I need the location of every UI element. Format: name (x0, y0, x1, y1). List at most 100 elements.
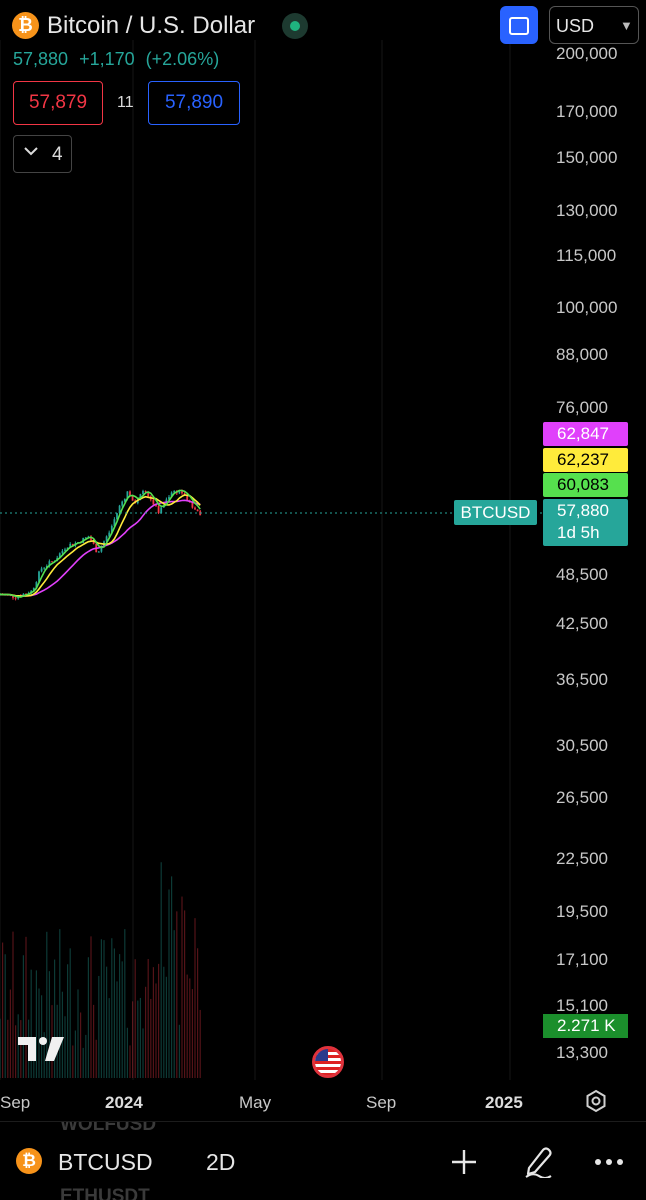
candle-body (64, 549, 66, 551)
ma-magenta-tag: 62,847 (543, 422, 628, 446)
volume-bar (106, 966, 108, 1078)
volume-bar (85, 1034, 87, 1078)
candle-body (113, 519, 116, 526)
volume-bar (95, 1039, 97, 1078)
candle-body (12, 594, 14, 598)
candle-body (43, 567, 46, 569)
volume-bar (20, 1020, 22, 1078)
candle-body (110, 525, 113, 533)
symbol-button[interactable]: BTCUSD (58, 1149, 153, 1175)
us-flag-icon[interactable] (312, 1046, 344, 1078)
candle-body (157, 505, 160, 514)
price-chart[interactable] (0, 0, 646, 1120)
price-axis-label: 130,000 (556, 201, 618, 220)
volume-bar (69, 948, 71, 1078)
price-axis-label: 36,500 (556, 670, 608, 689)
candle-body (186, 494, 189, 502)
candle-body (168, 496, 170, 500)
fullscreen-button[interactable] (500, 6, 538, 44)
symbol-title[interactable]: Bitcoin / U.S. Dollar (47, 12, 256, 39)
price-axis-label: 48,500 (556, 565, 608, 584)
candle-body (155, 504, 157, 506)
candle-body (90, 536, 92, 540)
candle-body (116, 513, 118, 520)
time-axis-label: May (239, 1093, 272, 1112)
candle-body (58, 553, 61, 558)
candle-body (181, 491, 183, 494)
currency-select[interactable]: USD ▼ (549, 6, 639, 44)
volume-bar (87, 957, 89, 1078)
candle-body (97, 551, 100, 553)
volume-bar (67, 964, 69, 1078)
volume-bar (35, 970, 37, 1078)
price-axis-label: 19,500 (556, 902, 608, 921)
time-axis-label: 2024 (105, 1093, 143, 1112)
volume-bar (54, 959, 56, 1078)
bottom-toolbar: WOLFUSD ETHUSDT ₿ BTCUSD 2D (0, 1121, 646, 1200)
volume-bar (30, 969, 32, 1078)
time-axis-label: Sep (0, 1093, 31, 1112)
symbol-price-label: BTCUSD (454, 500, 537, 525)
price-axis-label: 42,500 (556, 614, 608, 633)
price-axis-label: 150,000 (556, 148, 618, 167)
candle-body (152, 499, 155, 505)
volume-bar (25, 936, 27, 1078)
candle-body (196, 509, 199, 512)
volume-bar (59, 929, 61, 1078)
volume-bar (22, 955, 24, 1078)
candle-body (123, 499, 126, 502)
candle-body (142, 490, 144, 495)
plus-icon[interactable] (450, 1148, 478, 1176)
volume-bar (171, 876, 173, 1078)
indicator-count: 4 (52, 144, 63, 165)
volume-bar (111, 938, 113, 1078)
interval-button[interactable]: 2D (206, 1149, 236, 1175)
price-axis-label: 15,100 (556, 996, 608, 1015)
candle-body (194, 507, 196, 510)
price-change: +1,170 (79, 49, 135, 69)
volume-bar (61, 991, 63, 1078)
currency-value: USD (556, 16, 595, 36)
price-axis-label: 76,000 (556, 398, 608, 417)
price-axis-label: 17,100 (556, 950, 608, 969)
bitcoin-icon: ₿ (16, 1148, 42, 1174)
volume-bar (132, 1001, 134, 1078)
volume-bar (199, 1009, 201, 1078)
volume-bar (7, 1019, 9, 1078)
volume-bar (189, 978, 191, 1078)
sell-button[interactable]: 57,879 (13, 81, 103, 125)
candle-body (14, 597, 17, 599)
volume-bar (48, 971, 50, 1078)
candle-body (40, 568, 43, 572)
spread-value: 11 (117, 94, 134, 111)
indicators-toggle[interactable]: 4 (13, 135, 72, 173)
price-axis-label: 13,300 (556, 1043, 608, 1062)
moving-average-line (0, 494, 201, 597)
volume-bar (100, 939, 102, 1078)
volume-bar (41, 995, 43, 1078)
candle-body (139, 494, 142, 500)
candle-body (48, 561, 51, 567)
tradingview-logo-icon[interactable] (18, 1037, 64, 1061)
candle-body (108, 532, 111, 537)
candle-body (173, 490, 176, 493)
price-axis-label: 115,000 (556, 246, 617, 265)
volume-bar (186, 974, 188, 1078)
candle-body (69, 543, 72, 548)
market-status-icon[interactable] (282, 13, 308, 39)
volume-bar (137, 1000, 139, 1078)
volume-bar (178, 1024, 180, 1078)
volume-bar (150, 998, 152, 1078)
chart-settings-icon[interactable] (584, 1089, 608, 1113)
price-axis-label: 26,500 (556, 788, 608, 807)
more-icon[interactable] (594, 1158, 624, 1166)
pen-icon[interactable] (523, 1144, 555, 1178)
volume-bar (145, 986, 147, 1078)
watchlist-ghost-item: ETHUSDT (60, 1186, 150, 1200)
volume-bar (168, 889, 170, 1078)
buy-button[interactable]: 57,890 (148, 81, 240, 125)
candle-body (136, 499, 139, 504)
volume-bar (158, 963, 160, 1078)
volume-bar (43, 1032, 45, 1078)
